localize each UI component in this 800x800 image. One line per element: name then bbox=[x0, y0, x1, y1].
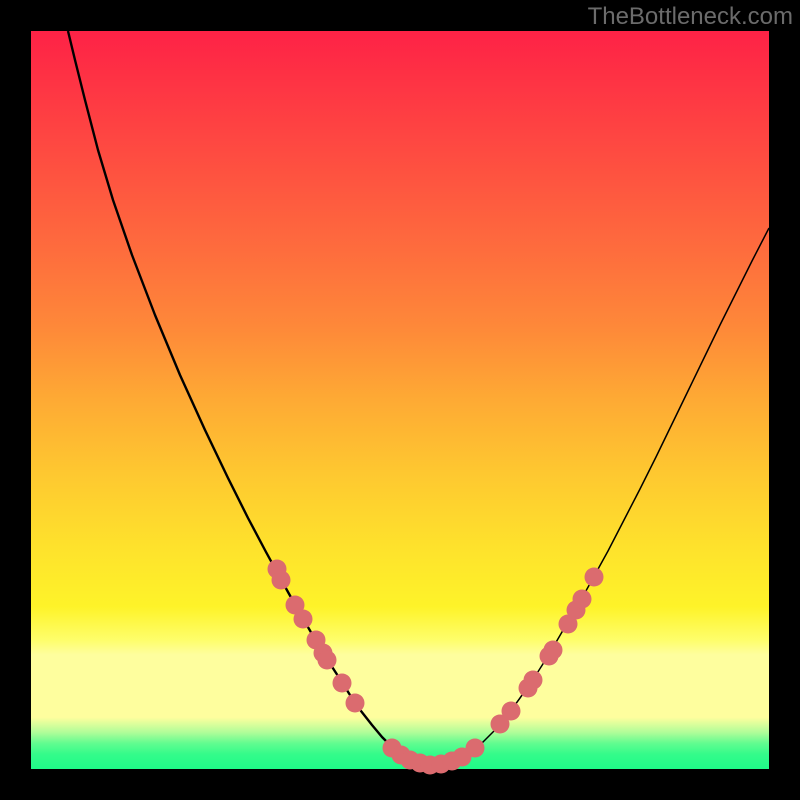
data-marker bbox=[318, 651, 337, 670]
data-marker bbox=[466, 739, 485, 758]
plot-border bbox=[0, 0, 31, 800]
plot-border bbox=[769, 0, 800, 800]
data-marker bbox=[502, 702, 521, 721]
data-marker bbox=[585, 568, 604, 587]
data-marker bbox=[294, 610, 313, 629]
bottleneck-curve-left bbox=[68, 31, 430, 765]
chart-svg bbox=[31, 31, 769, 769]
plot-background bbox=[31, 31, 769, 769]
data-marker bbox=[524, 671, 543, 690]
plot-border bbox=[0, 769, 800, 800]
watermark: TheBottleneck.com bbox=[588, 3, 793, 31]
data-marker bbox=[272, 571, 291, 590]
bottleneck-curve-right bbox=[430, 228, 769, 765]
data-marker bbox=[544, 641, 563, 660]
data-marker bbox=[346, 694, 365, 713]
data-marker bbox=[333, 674, 352, 693]
data-marker bbox=[573, 590, 592, 609]
